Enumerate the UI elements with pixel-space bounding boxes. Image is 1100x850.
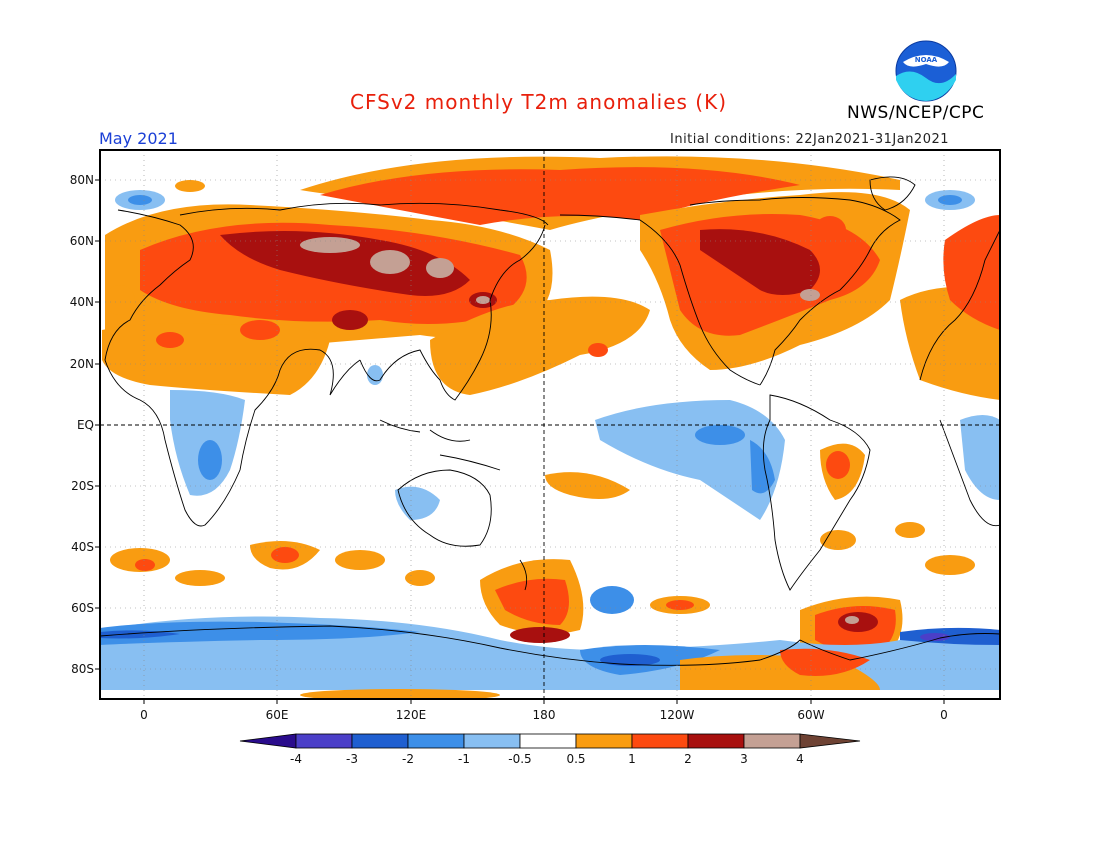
lat-label-60n: 60N [69,234,94,248]
lon-label-120e: 120E [395,708,427,722]
lat-label-40n: 40N [69,295,94,309]
colorbar-label-1: 1 [628,752,636,766]
lon-label-60w: 60W [797,708,825,722]
colorbar-segment-m3-m2 [351,733,409,749]
lon-label-0-right: 0 [940,708,948,722]
lon-label-0-left: 0 [140,708,148,722]
lon-label-60e: 60E [265,708,289,722]
colorbar-label-m4: -4 [290,752,302,766]
lat-label-60s: 60S [71,601,94,615]
agency-label: NWS/NCEP/CPC [847,103,985,123]
colorbar-segment-m4-m3 [295,733,353,749]
colorbar-label-m3: -3 [346,752,358,766]
colorbar-label-m1: -1 [458,752,470,766]
colorbar-label-2: 2 [684,752,692,766]
lon-label-120w: 120W [659,708,695,722]
colorbar-segment-1-2 [631,733,689,749]
colorbar-label-m2: -2 [402,752,414,766]
colorbar-segment-lt-4 [239,733,297,749]
lat-label-eq: EQ [76,418,94,432]
lat-label-40s: 40S [71,540,94,554]
colorbar-label-m05: -0.5 [508,752,532,766]
lat-label-20s: 20S [71,479,94,493]
initial-conditions: Initial conditions: 22Jan2021-31Jan2021 [670,132,950,147]
colorbar-segment-05-1 [575,733,633,749]
lat-label-20n: 20N [69,357,94,371]
colorbar-segment-gt-4 [799,733,861,749]
colorbar-segment-m05-05 [519,733,577,749]
noaa-logo-text: NOAA [915,56,938,64]
lon-label-180: 180 [532,708,556,722]
colorbar-segment-m2-m1 [407,733,465,749]
colorbar-segment-2-3 [687,733,745,749]
colorbar-label-4: 4 [796,752,804,766]
lat-label-80n: 80N [69,173,94,187]
forecast-month: May 2021 [99,129,178,148]
lat-label-80s: 80S [71,662,94,676]
map-title: CFSv2 monthly T2m anomalies (K) [350,90,727,114]
colorbar-label-05: 0.5 [566,752,586,766]
colorbar-segment-3-4 [743,733,801,749]
colorbar [239,733,861,749]
colorbar-label-3: 3 [740,752,748,766]
noaa-logo: NOAA [895,40,957,102]
colorbar-segment-m1-m05 [463,733,521,749]
